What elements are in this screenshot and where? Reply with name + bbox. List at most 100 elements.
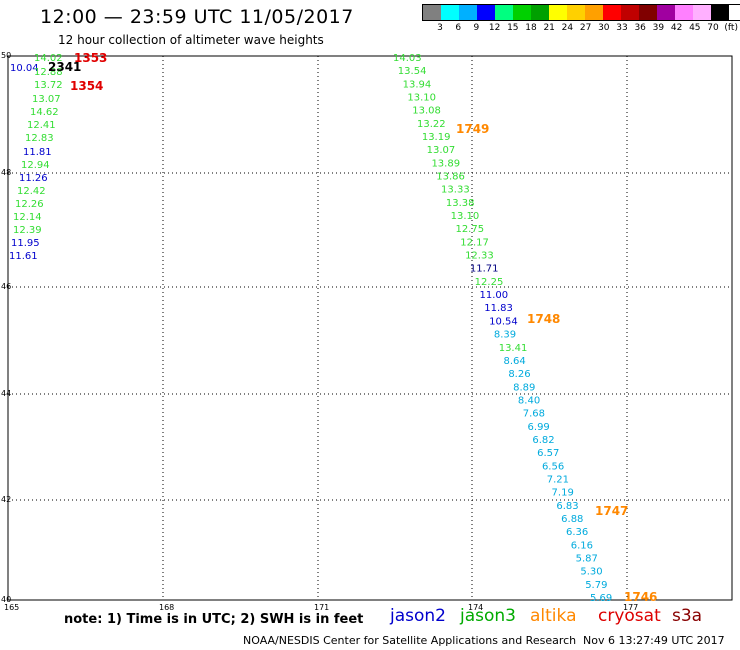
legend-swatch <box>531 5 549 20</box>
swh-value: 12.26 <box>15 199 44 210</box>
swh-value: 14.62 <box>30 107 59 118</box>
swh-value: 13.38 <box>446 198 475 209</box>
legend-swatch <box>459 5 477 20</box>
legend-labels: 3 6 9 12 15 18 21 24 27 30 33 36 39 42 45 70 (ft) <box>422 21 740 35</box>
map-frame <box>7 55 733 601</box>
swh-value: 8.89 <box>513 382 535 393</box>
legend-swatch <box>711 5 729 20</box>
swh-value: 13.07 <box>427 145 456 156</box>
legend-label: 33 <box>616 23 628 33</box>
swh-value: 12.41 <box>27 120 56 131</box>
satellite-altika: altika <box>530 606 577 626</box>
swh-value: 11.71 <box>470 264 499 275</box>
swh-value: 12.83 <box>25 133 54 144</box>
legend-label: 3 <box>437 23 443 33</box>
lat-label: 50 <box>1 51 11 60</box>
lat-label: 46 <box>1 282 11 291</box>
swh-value: 6.56 <box>542 461 564 472</box>
legend-label: 30 <box>598 23 610 33</box>
time-label: 1746 <box>624 590 657 604</box>
legend-swatch <box>657 5 675 20</box>
legend-swatch <box>567 5 585 20</box>
swh-value: 12.17 <box>460 237 489 248</box>
swh-value: 5.79 <box>585 580 607 591</box>
swh-value: 7.19 <box>552 488 574 499</box>
legend-swatch <box>549 5 567 20</box>
lon-label: 174 <box>468 603 483 612</box>
swh-value: 13.89 <box>431 158 460 169</box>
lat-label: 42 <box>1 495 11 504</box>
swh-value: 13.19 <box>422 132 451 143</box>
swh-value: 12.94 <box>21 160 50 171</box>
swh-value: 11.83 <box>484 303 513 314</box>
legend-label: 15 <box>507 23 519 33</box>
swh-value: 6.83 <box>556 501 578 512</box>
legend-swatch <box>495 5 513 20</box>
swh-value: 13.10 <box>407 93 436 104</box>
swh-value: 5.87 <box>576 553 598 564</box>
swh-value: 14.02 <box>34 53 63 64</box>
legend-swatch <box>477 5 495 20</box>
swh-value: 11.61 <box>9 251 38 262</box>
legend-label: 39 <box>652 23 665 33</box>
swh-value: 10.54 <box>489 316 518 327</box>
swh-value: 6.88 <box>561 514 583 525</box>
lon-label: 177 <box>623 603 638 612</box>
swh-value: 12.42 <box>17 186 46 197</box>
swh-value: 6.36 <box>566 527 588 538</box>
swh-value: 13.22 <box>417 119 446 130</box>
lon-label: 165 <box>4 603 19 612</box>
swh-value: 8.39 <box>494 330 516 341</box>
swh-value: 13.41 <box>499 343 528 354</box>
lat-label: 44 <box>1 389 11 398</box>
satellite-cryosat: cryosat <box>598 606 661 626</box>
color-legend: 3 6 9 12 15 18 21 24 27 30 33 36 39 42 45 70 (ft) <box>422 4 740 35</box>
satellite-jason2: jason2 <box>390 606 446 626</box>
time-label: 1354 <box>70 79 103 93</box>
swh-value: 13.10 <box>451 211 480 222</box>
time-label: 1748 <box>527 312 560 326</box>
legend-label: 70 <box>707 23 719 33</box>
swh-value: 8.64 <box>504 356 526 367</box>
swh-value: 12.25 <box>475 277 504 288</box>
swh-value: 7.21 <box>547 474 569 485</box>
legend-swatch <box>693 5 711 20</box>
lon-label: 168 <box>159 603 174 612</box>
legend-swatch <box>675 5 693 20</box>
swh-value: 14.03 <box>393 53 422 64</box>
swh-value: 13.08 <box>412 106 441 117</box>
swh-value: 12.14 <box>13 212 42 223</box>
lat-label: 40 <box>1 595 11 604</box>
swh-value: 13.07 <box>32 94 61 105</box>
swh-value: 13.86 <box>436 172 465 183</box>
swh-value: 11.00 <box>479 290 508 301</box>
swh-value: 6.16 <box>571 540 593 551</box>
swh-value: 5.30 <box>580 567 602 578</box>
swh-value: 13.54 <box>398 66 427 77</box>
legend-swatch <box>603 5 621 20</box>
swh-value: 10.04 <box>10 63 39 74</box>
legend-label: 45 <box>689 23 701 33</box>
legend-label: 18 <box>525 23 537 33</box>
time-label: 1747 <box>595 504 628 518</box>
swh-value: 11.26 <box>19 173 48 184</box>
credit-line: NOAA/NESDIS Center for Satellite Applica… <box>243 634 577 647</box>
legend-label: 6 <box>455 23 462 33</box>
swh-value: 6.82 <box>532 435 554 446</box>
legend-swatch <box>621 5 639 20</box>
page-subtitle: 12 hour collection of altimeter wave hei… <box>58 33 324 47</box>
time-label: 2341 <box>48 60 81 74</box>
legend-label: 36 <box>634 23 646 33</box>
footer-note: note: 1) Time is in UTC; 2) SWH is in fe… <box>64 612 364 627</box>
legend-label: 21 <box>543 23 555 33</box>
legend-swatch <box>423 5 441 20</box>
time-label: 1353 <box>74 51 107 65</box>
swh-value: 11.81 <box>23 147 52 158</box>
swh-value: 5.69 <box>590 593 612 604</box>
swh-value: 13.72 <box>34 80 63 91</box>
swh-value: 6.99 <box>528 422 550 433</box>
time-label: 1749 <box>456 122 489 136</box>
legend-swatch <box>585 5 603 20</box>
swh-value: 7.68 <box>523 409 545 420</box>
